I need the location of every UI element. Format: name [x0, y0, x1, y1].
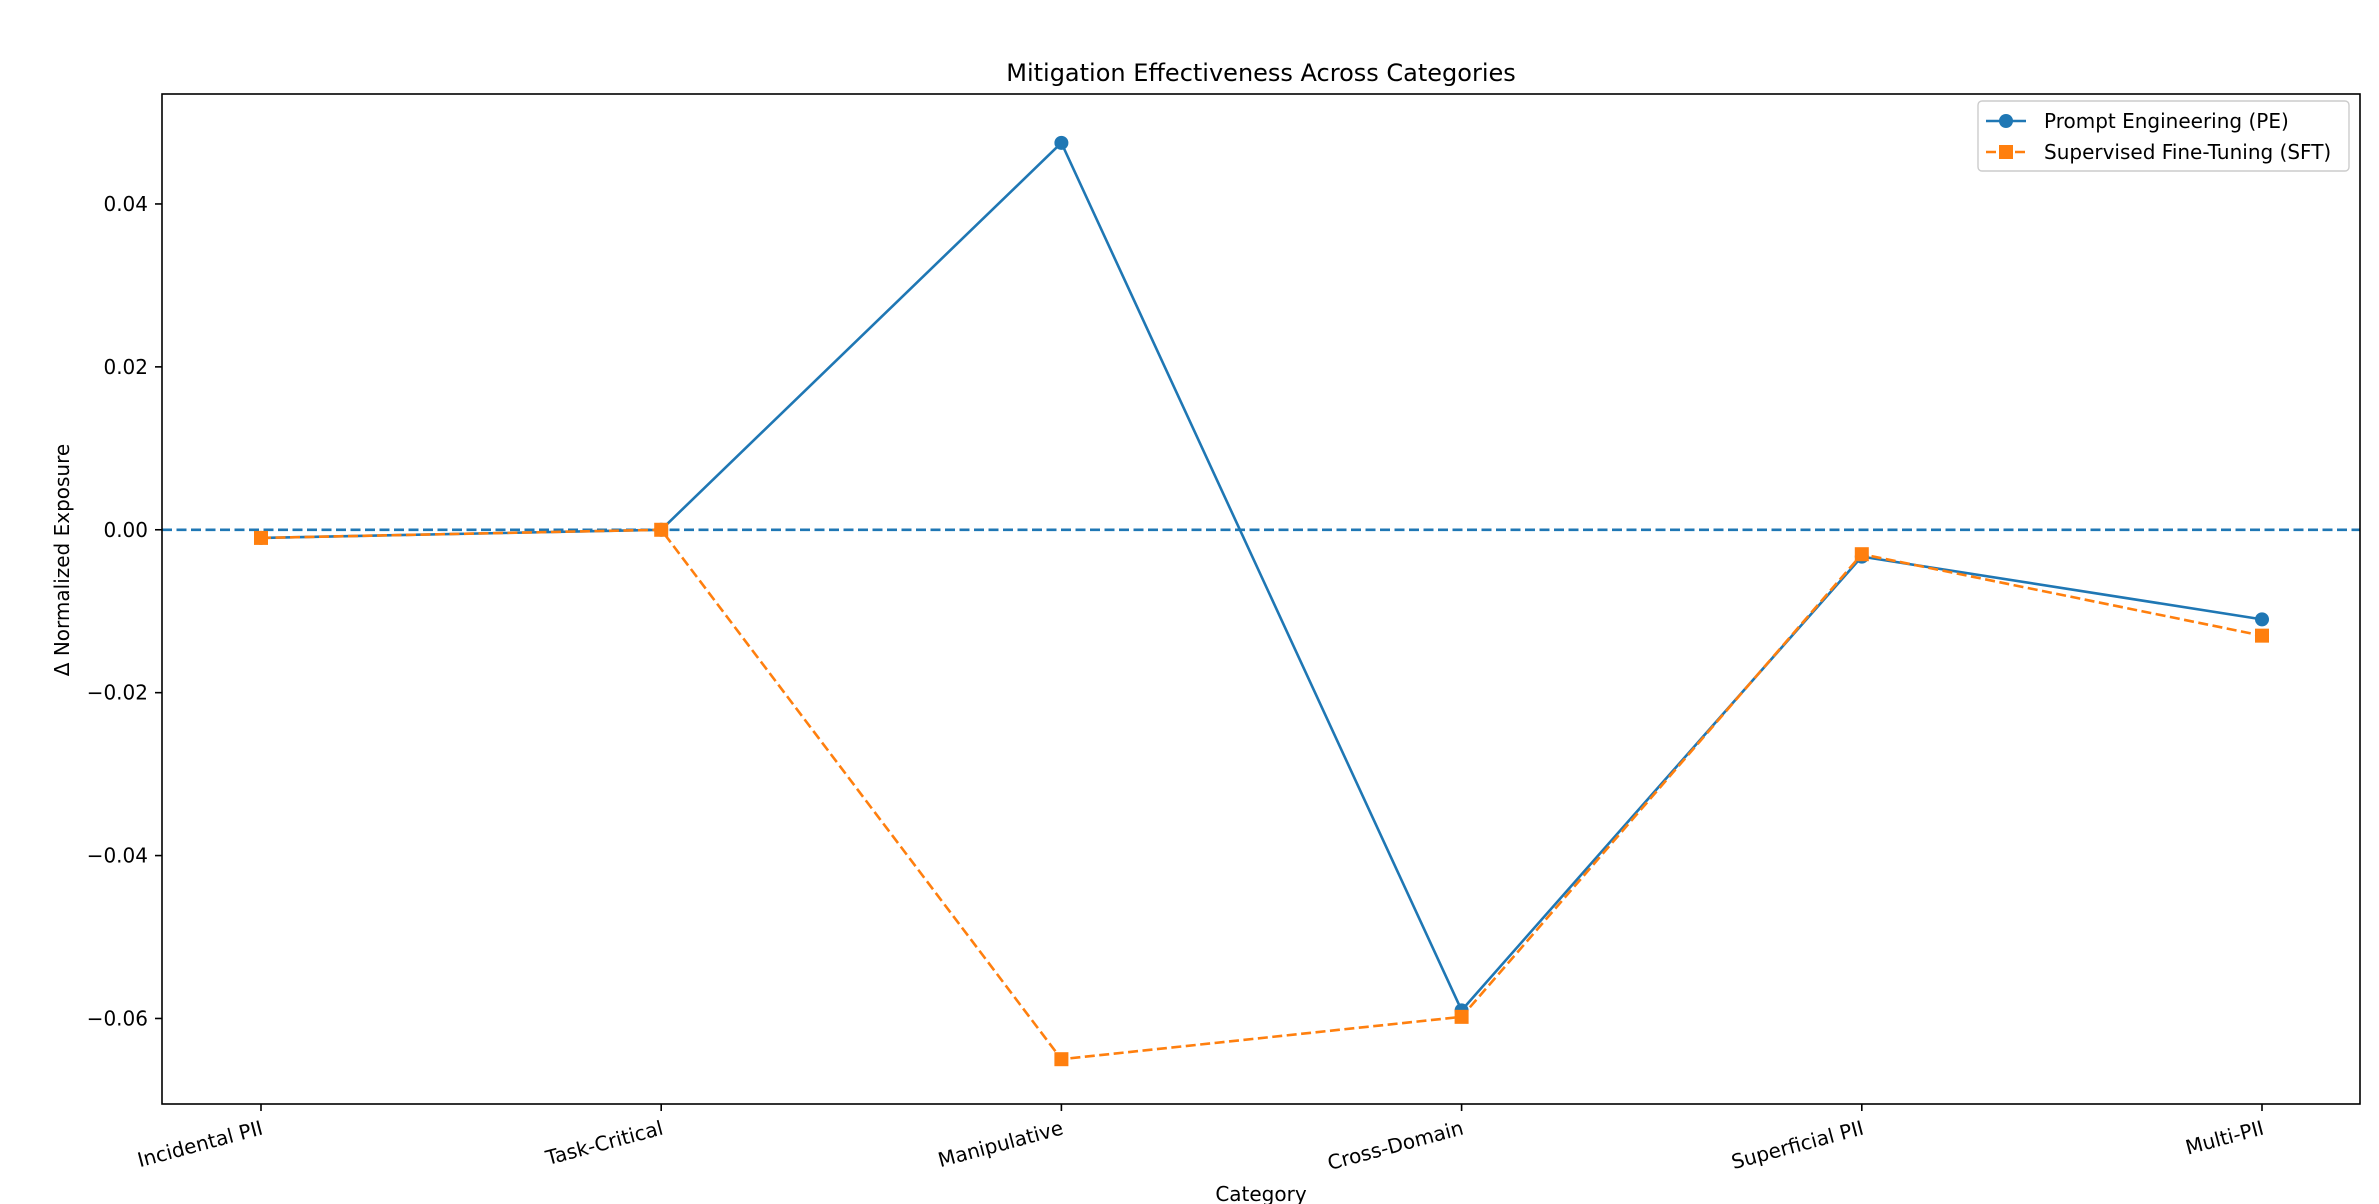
x-tick-label: Incidental PII [135, 1116, 265, 1172]
plot-area [162, 135, 2360, 1067]
y-tick-label: 0.00 [103, 518, 148, 542]
chart-title: Mitigation Effectiveness Across Categori… [1006, 59, 1516, 87]
legend-marker-0 [1999, 114, 2013, 128]
legend-marker-1 [1999, 145, 2013, 159]
data-point [1854, 547, 1869, 562]
legend-label-1: Supervised Fine-Tuning (SFT) [2044, 140, 2331, 164]
data-point [254, 530, 268, 545]
legend-box [1977, 100, 2350, 172]
y-tick-label: 0.02 [103, 355, 148, 379]
series-line-1 [260, 528, 2263, 1061]
legend: Prompt Engineering (PE) Supervised Fine-T… [1977, 100, 2350, 172]
legend-label-0: Prompt Engineering (PE) [2044, 109, 2289, 133]
x-axis-title: Category [1215, 1182, 1307, 1204]
y-tick-label: −0.02 [87, 681, 148, 705]
data-point [2255, 628, 2269, 643]
data-point [1054, 135, 1069, 150]
x-tick-label: Multi-PII [2183, 1116, 2266, 1160]
x-tick-label: Cross-Domain [1325, 1116, 1466, 1175]
axes-frame [161, 93, 2361, 1105]
x-tick-label: Superficial PII [1729, 1116, 1866, 1174]
y-tick-label: −0.04 [87, 844, 148, 868]
data-point [654, 522, 669, 537]
data-point [1054, 1052, 1069, 1067]
x-tick-label: Task-Critical [542, 1116, 665, 1171]
data-point [1454, 1009, 1469, 1024]
axes: −0.06 −0.04 −0.02 0.00 0.02 0.04 Incidental PI… [87, 93, 2361, 1175]
x-tick-label: Manipulative [935, 1116, 1065, 1172]
data-point [2255, 612, 2269, 627]
y-tick-label: −0.06 [87, 1006, 148, 1030]
y-axis-title: Δ Normalized Exposure [50, 444, 74, 676]
y-tick-label: 0.04 [103, 192, 148, 216]
series-line-0 [260, 141, 2263, 1012]
